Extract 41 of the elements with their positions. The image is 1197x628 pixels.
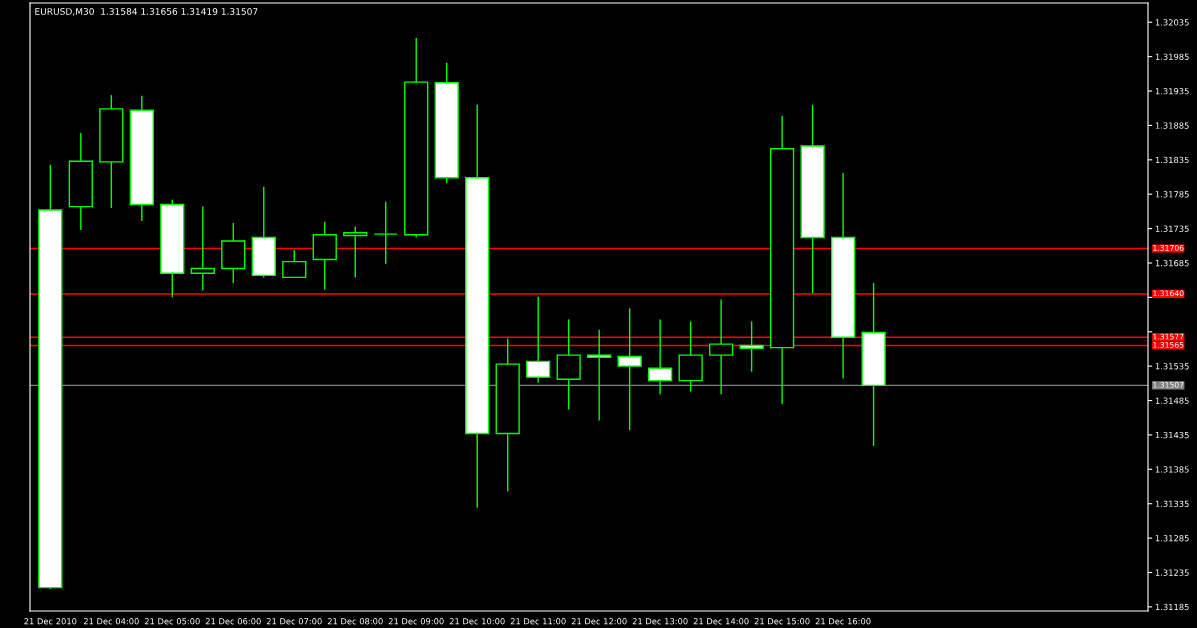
x-tick-label: 21 Dec 16:00 [815,618,871,625]
x-tick-label: 21 Dec 08:00 [327,618,383,625]
y-tick-label: 1.31485 [1155,397,1189,404]
candlestick [739,320,764,373]
y-tick-label: 1.31385 [1155,466,1189,473]
y-tick-label: 1.31685 [1155,259,1189,267]
candlestick [373,201,398,265]
x-tick-label: 21 Dec 2010 [24,618,77,625]
candlestick [617,307,642,431]
x-tick-label: 21 Dec 15:00 [754,618,810,625]
x-tick-label: 21 Dec 10:00 [449,618,505,625]
x-tick-label: 21 Dec 14:00 [693,618,749,625]
y-tick-label: 1.31185 [1155,603,1189,611]
y-tick-label: 1.32035 [1155,19,1189,26]
candlestick [648,318,673,396]
candlestick [343,225,368,279]
x-tick-label: 21 Dec 06:00 [205,618,261,625]
x-tick-label: 21 Dec 05:00 [144,618,200,625]
y-tick-label: 1.31285 [1155,535,1189,542]
y-tick-label: 1.31785 [1155,191,1189,198]
candlestick [526,295,551,384]
x-tick-label: 21 Dec 11:00 [510,618,566,625]
y-tick-label: 1.31535 [1155,363,1189,370]
x-tick-label: 21 Dec 07:00 [266,618,322,625]
candlestick [190,205,215,292]
x-tick-label: 21 Dec 12:00 [571,618,627,625]
y-tick-label: 1.31335 [1155,500,1189,507]
chart-title: EURUSD,M30 1.31584 1.31656 1.31419 1.31507 [35,8,258,16]
candlestick [282,249,307,279]
y-tick-label: 1.31885 [1155,122,1189,129]
y-tick-label: 1.31235 [1155,569,1189,576]
x-tick-label: 21 Dec 13:00 [632,618,688,625]
y-tick-label: 1.31985 [1155,53,1189,60]
y-tick-label: 1.31835 [1155,156,1189,164]
y-tick-label: 1.31735 [1155,225,1189,232]
y-tick-label: 1.31435 [1155,431,1189,439]
x-tick-label: 21 Dec 04:00 [83,618,139,625]
candlestick [587,329,612,422]
y-tick-label: 1.31935 [1155,88,1189,95]
candlestick [708,298,734,396]
x-tick-label: 21 Dec 09:00 [388,618,444,625]
